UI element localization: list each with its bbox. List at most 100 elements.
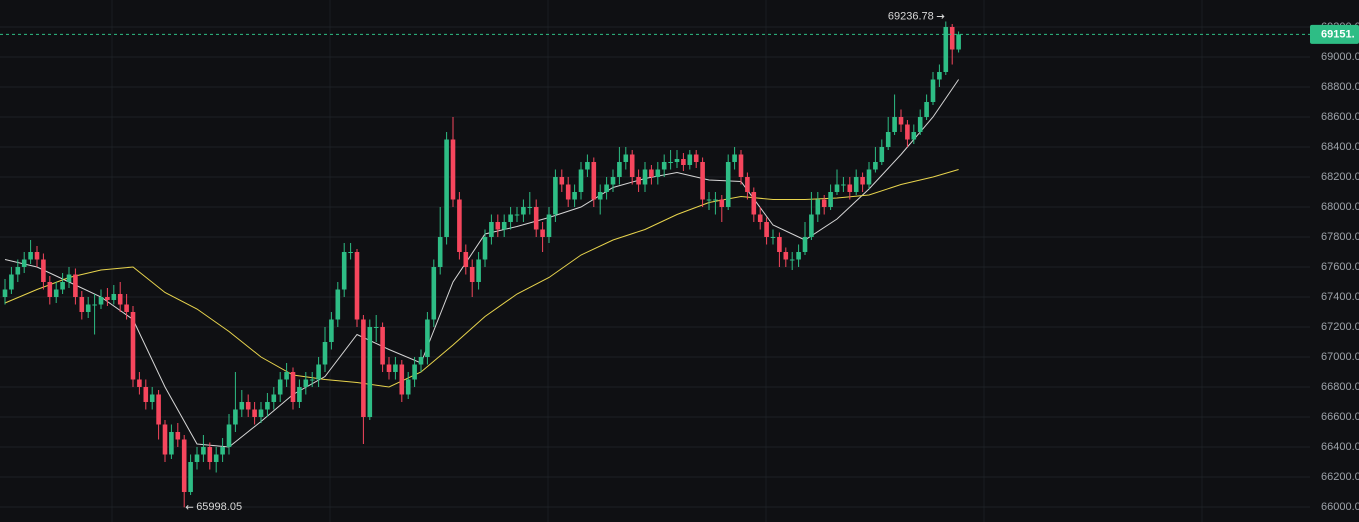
candle-body (873, 162, 878, 170)
candle-body (796, 252, 801, 260)
candle-body (777, 237, 782, 252)
candle-body (245, 402, 251, 410)
candle-body (745, 177, 750, 192)
candle-body (770, 237, 776, 238)
candle-body (66, 274, 72, 282)
candle-body (821, 199, 827, 207)
candle-body (809, 214, 814, 237)
candle-body (277, 379, 283, 395)
candle-body (271, 394, 277, 402)
candle-body (21, 259, 27, 267)
candle-body (757, 214, 763, 222)
candle-body (252, 409, 257, 417)
candle-body (34, 252, 40, 260)
candle-body (783, 252, 789, 260)
candle-body (879, 147, 885, 162)
candle-body (585, 162, 590, 170)
candle-body (476, 259, 481, 282)
candle-body (853, 177, 859, 192)
candle-body (489, 222, 494, 237)
y-tick-label: 68000.00 (1321, 201, 1359, 213)
candle-body (693, 154, 699, 162)
candle-body (610, 177, 616, 185)
candle-body (687, 154, 693, 165)
candle-body (130, 312, 136, 380)
candle-body (137, 379, 142, 387)
candle-body (258, 409, 264, 417)
axis-background (1310, 0, 1359, 522)
candle-body (117, 294, 123, 305)
candle-body (194, 454, 200, 462)
candle-body (892, 117, 897, 132)
candle-body (169, 432, 174, 455)
candle-body (79, 297, 85, 312)
candle-body (623, 154, 629, 162)
candle-body (636, 177, 641, 185)
high-arrow (936, 14, 945, 19)
candle-body (508, 214, 513, 222)
candle-body (60, 282, 65, 290)
candle-body (885, 132, 891, 147)
annotations: 69236.78 65998.05 69151. (0, 10, 1359, 513)
candle-body (930, 79, 936, 102)
candle-body (533, 207, 539, 230)
candle-body (847, 184, 853, 192)
candle-body (629, 154, 635, 177)
y-tick-label: 67200.00 (1321, 321, 1359, 333)
y-tick-label: 69000.00 (1321, 51, 1359, 63)
y-tick-label: 66800.00 (1321, 381, 1359, 393)
last-price-label: 69151. (1321, 28, 1355, 40)
candle-body (482, 237, 488, 260)
candle-body (290, 372, 296, 402)
candle-body (828, 192, 833, 207)
y-tick-label: 67600.00 (1321, 261, 1359, 273)
y-tick-label: 68800.00 (1321, 81, 1359, 93)
candle-body (898, 117, 904, 125)
candle-body (393, 364, 398, 372)
candle-body (233, 409, 238, 425)
y-tick-label: 67400.00 (1321, 291, 1359, 303)
candle-body (175, 432, 181, 440)
candle-body (207, 447, 213, 462)
y-tick-label: 68400.00 (1321, 141, 1359, 153)
candle-body (73, 274, 78, 297)
candle-body (642, 169, 648, 185)
candle-body (9, 274, 14, 290)
y-tick-label: 68600.00 (1321, 111, 1359, 123)
y-axis: 66000.00 66200.00 66400.00 66600.00 66800.00… (1310, 0, 1359, 522)
candle-body (815, 199, 821, 215)
candle-body (367, 327, 373, 417)
candle-body (239, 402, 245, 410)
candle-body (149, 394, 155, 402)
candle-body (143, 387, 149, 402)
candle-body (373, 327, 379, 328)
candle-body (47, 282, 53, 297)
candle-body (681, 159, 686, 165)
candle-body (674, 159, 680, 162)
candle-body (719, 199, 725, 207)
low-arrow (185, 504, 194, 510)
candle-body (380, 327, 385, 365)
candle-body (911, 132, 917, 140)
candle-body (98, 297, 104, 305)
candle-body (425, 319, 430, 357)
candle-body (661, 162, 667, 170)
candle-body (655, 169, 661, 177)
candle-body (540, 229, 545, 237)
candle-body (866, 169, 872, 185)
candle-body (860, 177, 865, 185)
candle-body (399, 364, 405, 395)
grid (0, 26, 1310, 508)
candle-body (124, 304, 129, 312)
candle-body (437, 237, 443, 267)
candle-body (578, 169, 584, 192)
candle-body (188, 462, 193, 492)
candle-body (527, 207, 533, 208)
candle-body (92, 304, 97, 306)
candle-body (495, 222, 501, 230)
candle-body (226, 424, 232, 447)
candle-body (617, 162, 622, 177)
candle-body (802, 237, 808, 252)
candle-body (604, 184, 609, 192)
last-price-tag (1310, 24, 1359, 44)
